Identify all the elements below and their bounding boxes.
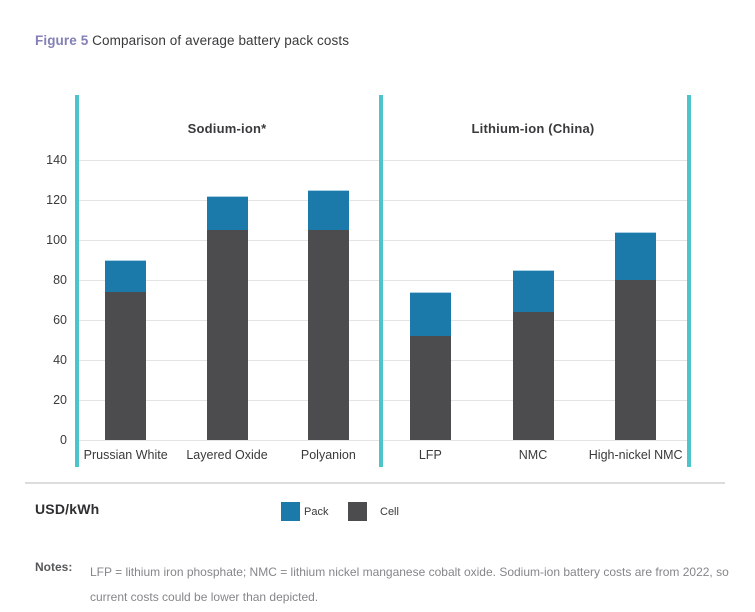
gridline (79, 200, 687, 201)
notes-text: LFP = lithium iron phosphate; NMC = lith… (90, 565, 729, 604)
y-axis-tick-label: 40 (53, 353, 67, 367)
axis-line-left (75, 95, 79, 467)
bar-cell-segment (206, 230, 248, 440)
gridline (79, 240, 687, 241)
x-axis-label: LFP (418, 448, 442, 462)
bar-pack-segment (206, 196, 248, 230)
legend-label-pack: Pack (304, 505, 329, 518)
legend-separator (25, 482, 725, 484)
y-axis-tick-label: 120 (46, 193, 67, 207)
y-axis-tick-label: 140 (46, 153, 67, 167)
gridline (79, 280, 687, 281)
legend-swatch-cell-icon (348, 502, 367, 521)
x-axis-label: High-nickel NMC (588, 448, 683, 462)
axis-line-right (687, 95, 691, 467)
section-header: Lithium-ion (China) (471, 121, 595, 136)
y-axis-tick-label: 60 (53, 313, 67, 327)
bar-cell-segment (409, 336, 451, 440)
figure-caption: Comparison of average battery pack costs (92, 33, 350, 48)
x-axis-label: Layered Oxide (186, 448, 268, 462)
notes-label: Notes: (35, 560, 73, 574)
legend-swatch-pack-icon (281, 502, 300, 521)
bar-pack-segment (512, 270, 554, 312)
figure-number: Figure 5 (35, 33, 89, 48)
gridline (79, 160, 687, 161)
x-axis-label: Polyanion (300, 448, 356, 462)
y-axis-tick-label: 20 (53, 393, 67, 407)
y-axis-tick-label: 0 (60, 433, 67, 447)
x-axis-label: NMC (518, 448, 548, 462)
gridline (79, 400, 687, 401)
legend-item-pack: Pack (281, 502, 328, 521)
y-axis-tick-label: 80 (53, 273, 67, 287)
legend-item-cell: Cell (348, 502, 399, 521)
figure-title: Figure 5 Comparison of average battery p… (35, 33, 349, 48)
chart-stage: 0 20 40 60 80 100 120 140 Sodium-ion* Prussian Wh… (46, 95, 691, 467)
x-axis-label: Prussian White (83, 448, 168, 462)
y-axis-tick-label: 100 (46, 233, 67, 247)
bar-cell-segment (615, 280, 657, 440)
bar-cell-segment (105, 292, 147, 440)
section-header: Sodium-ion* (187, 121, 267, 136)
bar-cell-segment (512, 312, 554, 440)
gridline (79, 440, 687, 441)
bar-pack-segment (409, 292, 451, 336)
bar-pack-segment (307, 190, 349, 230)
gridline (79, 360, 687, 361)
bar-cell-segment (307, 230, 349, 440)
axis-line-divider (379, 95, 383, 467)
legend-label-cell: Cell (380, 505, 399, 518)
y-axis-unit-label: USD/kWh (35, 501, 100, 517)
gridline (79, 320, 687, 321)
bar-pack-segment (615, 232, 657, 280)
bar-pack-segment (105, 260, 147, 292)
